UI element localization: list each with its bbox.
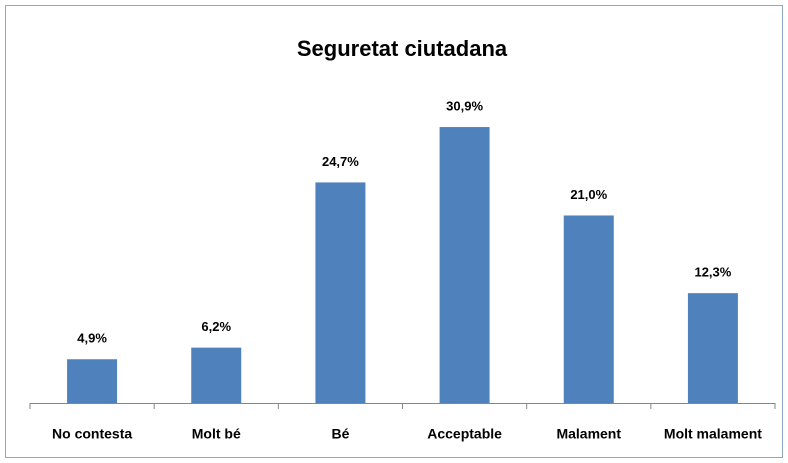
x-tick-label: No contesta — [52, 426, 132, 442]
chart-frame — [5, 5, 783, 458]
value-label: 21,0% — [570, 187, 607, 202]
value-label: 6,2% — [201, 319, 231, 334]
bar — [687, 293, 738, 403]
x-tick-label: Acceptable — [427, 426, 502, 442]
bar — [439, 127, 490, 404]
x-tick-label: Malament — [556, 426, 621, 442]
value-label: 12,3% — [694, 265, 731, 280]
x-tick-label: Molt malament — [664, 426, 762, 442]
chart-title: Seguretat ciutadana — [297, 36, 508, 61]
bar — [191, 347, 242, 403]
x-tick-label: Bé — [331, 426, 349, 442]
value-label: 30,9% — [446, 99, 483, 114]
bar — [563, 215, 614, 403]
value-label: 4,9% — [77, 331, 107, 346]
x-tick-label: Molt bé — [192, 426, 241, 442]
bar — [67, 359, 118, 403]
value-label: 24,7% — [322, 154, 359, 169]
bar — [315, 182, 366, 403]
